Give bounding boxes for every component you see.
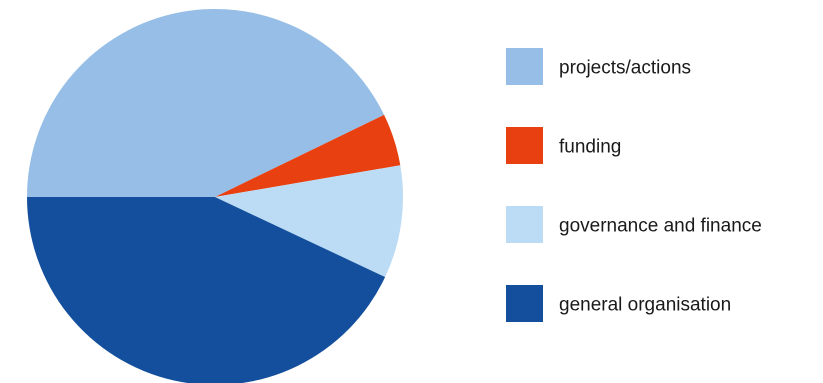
legend-item-projects-actions: projects/actions <box>506 48 691 85</box>
legend: projects/actions funding governance and fi… <box>506 48 762 322</box>
legend-label-general-organisation: general organisation <box>559 295 731 316</box>
legend-swatch-funding <box>506 127 543 164</box>
legend-label-funding: funding <box>559 137 621 158</box>
legend-swatch-governance-and-finance <box>506 206 543 243</box>
legend-item-general-organisation: general organisation <box>506 285 731 322</box>
pie-slice-funding <box>215 114 401 197</box>
legend-item-governance-and-finance: governance and finance <box>506 206 762 243</box>
legend-label-governance-and-finance: governance and finance <box>559 216 762 237</box>
pie-slice-projects-actions <box>27 8 385 197</box>
legend-swatch-general-organisation <box>506 285 543 322</box>
pie-slice-general-organisation <box>27 197 386 383</box>
legend-swatch-projects-actions <box>506 48 543 85</box>
pie-slice-governance-and-finance <box>215 165 404 278</box>
legend-label-projects-actions: projects/actions <box>559 58 691 79</box>
pie-slices <box>27 8 404 383</box>
legend-item-funding: funding <box>506 127 621 164</box>
